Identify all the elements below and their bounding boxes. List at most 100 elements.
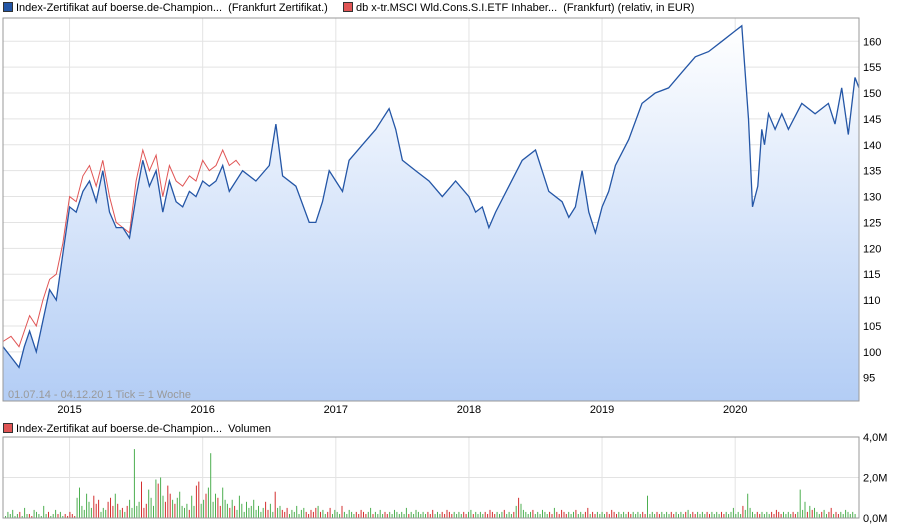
volume-bar [744, 509, 746, 518]
volume-bar [809, 505, 811, 518]
volume-bar [711, 511, 713, 518]
volume-bar [415, 509, 417, 518]
volume-bar [236, 509, 238, 518]
volume-bar [845, 509, 847, 518]
volume-bar [284, 511, 286, 518]
volume-bar [778, 511, 780, 518]
volume-bar [816, 511, 818, 518]
volume-bar [685, 511, 687, 518]
volume-bar [322, 509, 324, 518]
volume-bar [761, 511, 763, 518]
volume-bar [448, 511, 450, 518]
volume-bar [752, 511, 753, 518]
volume-bar [503, 509, 505, 518]
volume-bar [417, 511, 419, 518]
volume-bar [737, 511, 739, 518]
volume-bar [616, 514, 617, 518]
volume-bar [780, 514, 782, 518]
volume-bar [439, 514, 441, 518]
volume-bar [198, 481, 200, 518]
volume-bar [86, 493, 88, 518]
volume-bar [277, 507, 279, 518]
volume-bar [212, 501, 214, 518]
y-tick-label: 135 [863, 166, 881, 178]
volume-bar [353, 514, 355, 518]
volume-bar [312, 511, 314, 518]
volume-bar [243, 511, 245, 518]
volume-bar [479, 511, 481, 518]
volume-bar [367, 511, 369, 518]
volume-bar [792, 511, 794, 518]
volume-bar [565, 514, 567, 518]
volume-bar [546, 514, 548, 518]
volume-bar [327, 511, 329, 518]
volume-bar [48, 511, 49, 518]
volume-bar [561, 509, 563, 518]
volume-bar [630, 514, 632, 518]
volume-bars [5, 449, 856, 519]
volume-y-axis: 0,0M 2,0M 4,0M [863, 432, 887, 525]
volume-bar [14, 516, 16, 518]
volume-bar [522, 509, 524, 518]
volume-bar [470, 509, 472, 518]
volume-bar [747, 493, 749, 518]
volume-bar [363, 511, 364, 518]
volume-bar [692, 511, 694, 518]
volume-bar [759, 514, 761, 518]
volume-bar [797, 511, 799, 518]
series-line-1 [2, 24, 860, 369]
volume-bar [854, 514, 856, 518]
volume-bar [453, 511, 455, 518]
volume-bar [678, 514, 679, 518]
volume-bar [195, 485, 197, 518]
volume-bar [33, 509, 35, 518]
volume-y-tick-label: 4,0M [863, 432, 887, 444]
volume-bar [296, 505, 298, 518]
volume-bar [802, 509, 804, 518]
volume-bar [324, 514, 326, 518]
volume-bar [835, 511, 837, 518]
volume-bar [62, 516, 64, 518]
volume-bar [343, 511, 345, 518]
volume-bar [830, 507, 832, 518]
volume-bar [269, 503, 271, 518]
legend-swatch-series-1 [3, 2, 13, 12]
volume-bar [689, 514, 691, 518]
volume-bar [52, 514, 54, 518]
volume-bar [613, 511, 615, 518]
volume-bar [785, 514, 787, 518]
volume-y-tick-label: 0,0M [863, 513, 887, 525]
volume-bar [274, 491, 276, 518]
volume-bar [100, 511, 102, 518]
volume-bar [833, 514, 835, 518]
volume-bar [348, 509, 350, 518]
volume-bar [637, 511, 639, 518]
price-y-axis: 95 100 105 110 115 120 125 130 135 140 145 150 155 16… [863, 36, 881, 384]
volume-bar [384, 511, 386, 518]
volume-bar [718, 514, 720, 518]
volume-bar [487, 514, 489, 518]
volume-bar [477, 514, 479, 518]
volume-bar [499, 514, 500, 518]
volume-bar [632, 511, 634, 518]
x-tick-label: 2016 [190, 404, 214, 416]
volume-bar [606, 511, 608, 518]
volume-bar [783, 511, 784, 518]
volume-bar [680, 511, 682, 518]
volume-bar [768, 514, 770, 518]
volume-bar [530, 511, 531, 518]
volume-bar [403, 514, 405, 518]
volume-bar [260, 511, 262, 518]
volume-bar [754, 514, 756, 518]
volume-bar [804, 501, 806, 518]
volume-bar [551, 514, 553, 518]
volume-bar [172, 499, 174, 518]
volume-bar [226, 503, 228, 518]
volume-bar [484, 511, 486, 518]
volume-bar [723, 514, 725, 518]
volume-frame [2, 436, 860, 519]
volume-bar [394, 509, 395, 518]
volume-bar [303, 507, 305, 518]
volume-bar [420, 514, 422, 518]
volume-bar [379, 509, 381, 518]
